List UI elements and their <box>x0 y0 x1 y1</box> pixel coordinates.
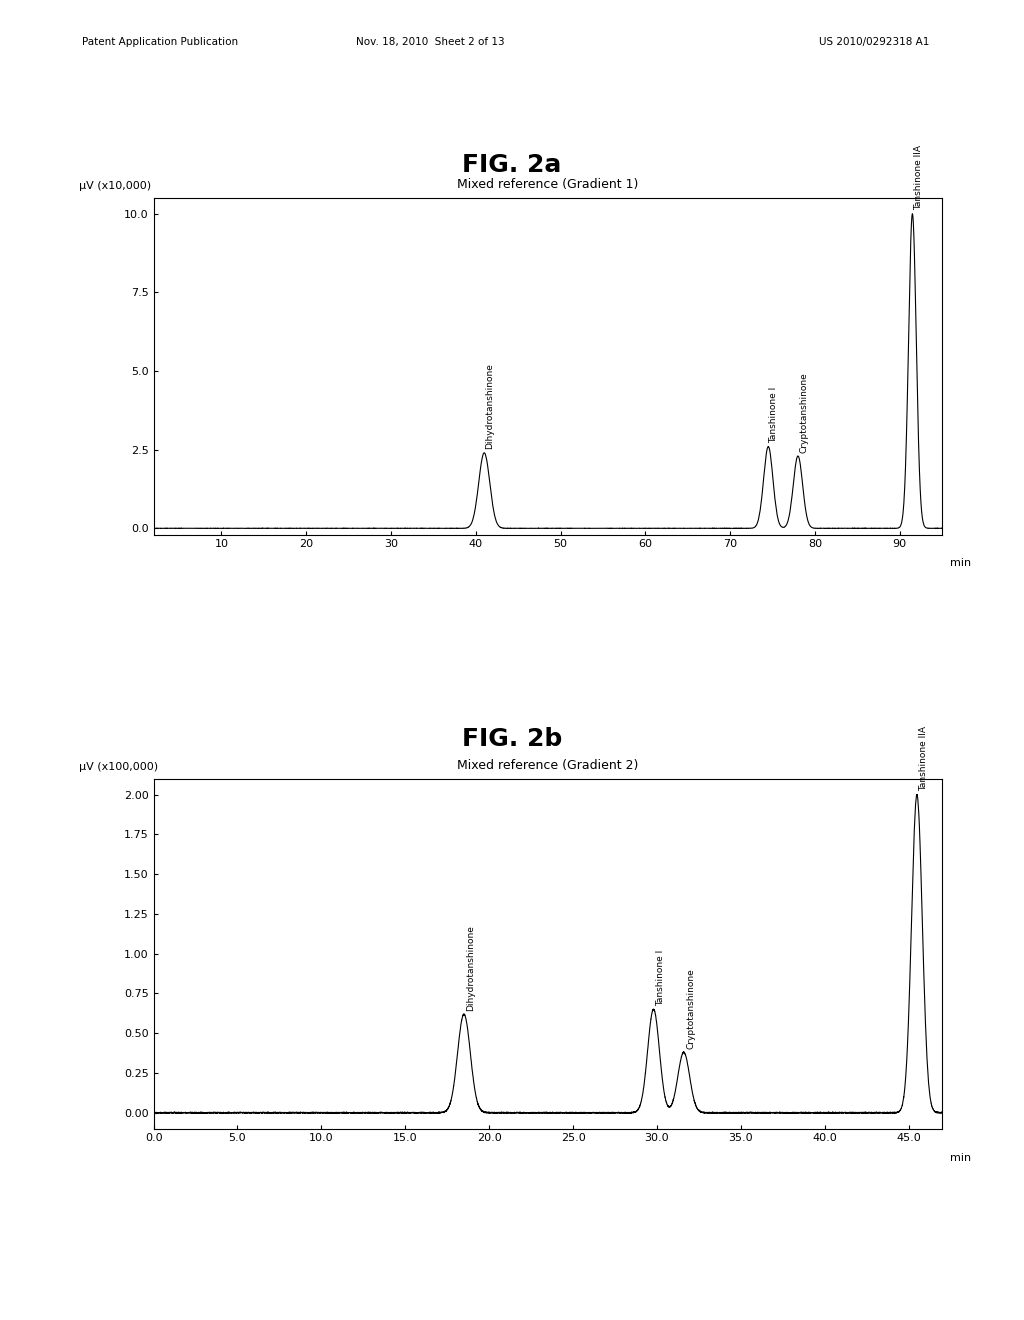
Text: Dihydrotanshinone: Dihydrotanshinone <box>467 925 475 1011</box>
Text: Tanshinone I: Tanshinone I <box>656 949 665 1006</box>
Text: Cryptotanshinone: Cryptotanshinone <box>686 968 695 1049</box>
Text: μV (x10,000): μV (x10,000) <box>79 181 151 191</box>
Text: Tanshinone IIA: Tanshinone IIA <box>920 726 929 791</box>
Text: min: min <box>950 558 971 568</box>
Text: Mixed reference (Gradient 2): Mixed reference (Gradient 2) <box>457 759 639 772</box>
Text: Cryptotanshinone: Cryptotanshinone <box>799 372 808 453</box>
Text: Patent Application Publication: Patent Application Publication <box>82 37 238 48</box>
Text: μV (x100,000): μV (x100,000) <box>79 762 158 772</box>
Text: min: min <box>950 1154 971 1163</box>
Text: FIG. 2a: FIG. 2a <box>462 153 562 177</box>
Text: FIG. 2b: FIG. 2b <box>462 727 562 751</box>
Text: Nov. 18, 2010  Sheet 2 of 13: Nov. 18, 2010 Sheet 2 of 13 <box>355 37 505 48</box>
Text: US 2010/0292318 A1: US 2010/0292318 A1 <box>819 37 930 48</box>
Text: Dihydrotanshinone: Dihydrotanshinone <box>485 363 495 449</box>
Text: Tanshinone I: Tanshinone I <box>770 387 778 444</box>
Text: Tanshinone IIA: Tanshinone IIA <box>913 145 923 210</box>
Text: Mixed reference (Gradient 1): Mixed reference (Gradient 1) <box>457 178 639 191</box>
